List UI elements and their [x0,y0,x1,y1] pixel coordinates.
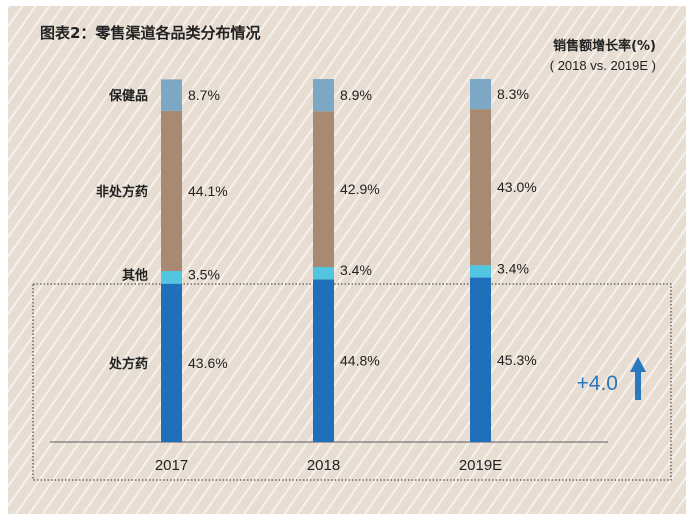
bar-segment-2019E-1 [470,265,491,278]
data-label: 43.0% [497,179,537,195]
data-label: 8.3% [497,86,529,102]
data-label: 3.4% [497,260,529,276]
data-label: 8.7% [188,87,220,103]
bar-segment-2019E-3 [470,79,491,110]
data-label: 42.9% [340,181,380,197]
x-tick-label: 2018 [307,457,340,474]
bar-segment-2017-1 [161,271,182,284]
growth-annotation-title: 销售额增长率(%) [553,38,656,54]
series-label: 非处方药 [96,184,148,200]
data-label: 45.3% [497,352,537,368]
data-label: 3.4% [340,262,372,278]
data-label: 3.5% [188,266,220,282]
data-label: 8.9% [340,87,372,103]
highlight-box [32,283,672,481]
growth-annotation-subtitle: ( 2018 vs. 2019E ) [550,58,656,73]
bar-segment-2017-2 [161,110,182,272]
bar-segment-2019E-0 [470,277,491,442]
series-label: 处方药 [108,356,148,372]
data-label: 43.6% [188,355,228,371]
x-tick-label: 2017 [155,457,188,474]
x-tick-label: 2019E [459,457,502,474]
bar-segment-2017-3 [161,79,182,111]
up-arrow-icon [630,357,646,400]
bar-segment-2018-1 [313,267,334,280]
bar-segment-2018-0 [313,279,334,442]
bar-segment-2017-0 [161,283,182,442]
data-label: 44.8% [340,353,380,369]
growth-value: +4.0 [577,372,618,395]
bar-segment-2018-3 [313,79,334,112]
data-label: 44.1% [188,183,228,199]
chart-panel [8,6,686,514]
series-label: 保健品 [108,88,148,104]
bar-segment-2018-2 [313,111,334,268]
bar-segment-2019E-2 [470,109,491,266]
chart-title: 图表2：零售渠道各品类分布情况 [40,24,260,42]
series-label: 其他 [122,267,148,283]
